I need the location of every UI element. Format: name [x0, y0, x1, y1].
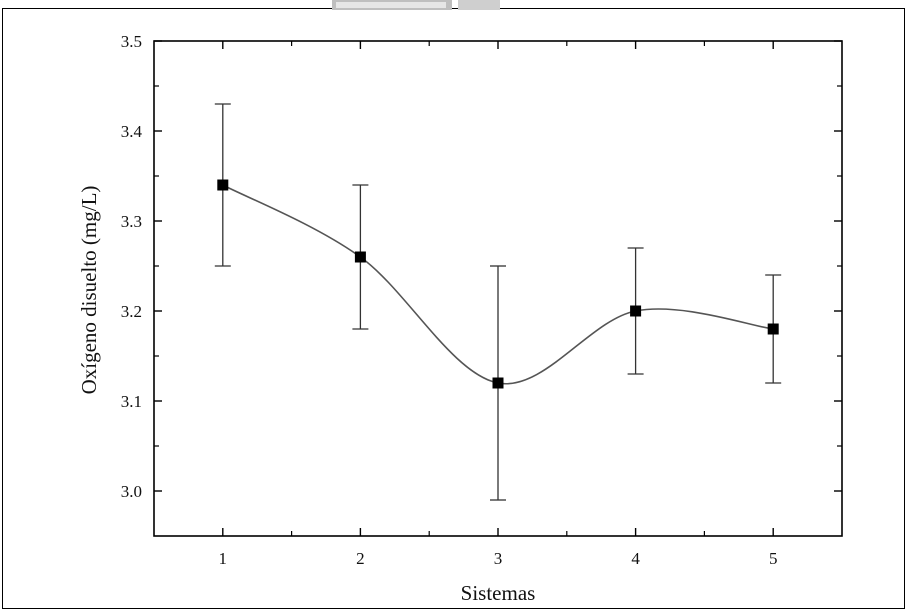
data-point: [630, 305, 642, 317]
cropped-header-fragment: [332, 0, 500, 10]
y-tick-label: 3.4: [121, 122, 143, 141]
y-tick-label: 3.1: [121, 392, 142, 411]
y-tick-label: 3.3: [121, 212, 142, 231]
data-point: [354, 251, 366, 263]
figure-frame: [2, 8, 905, 609]
y-tick-label: 3.2: [121, 302, 142, 321]
data-point: [492, 377, 504, 389]
x-tick-label: 1: [219, 549, 228, 568]
y-axis-title: Oxígeno disuelto (mg/L): [77, 186, 101, 395]
x-tick-label: 5: [769, 549, 778, 568]
x-tick-label: 3: [494, 549, 503, 568]
data-markers: [217, 179, 779, 389]
x-tick-label: 4: [631, 549, 640, 568]
y-tick-label: 3.0: [121, 482, 142, 501]
data-point: [217, 179, 229, 191]
y-axis: 3.0 3.1 3.2 3.3 3.4 3.5: [121, 32, 842, 501]
x-axis-title: Sistemas: [461, 581, 536, 605]
y-tick-label: 3.5: [121, 32, 142, 51]
data-point: [767, 323, 779, 335]
error-bars: [214, 103, 782, 501]
x-axis: 1 2 3 4 5: [219, 41, 778, 568]
x-tick-label: 2: [356, 549, 365, 568]
